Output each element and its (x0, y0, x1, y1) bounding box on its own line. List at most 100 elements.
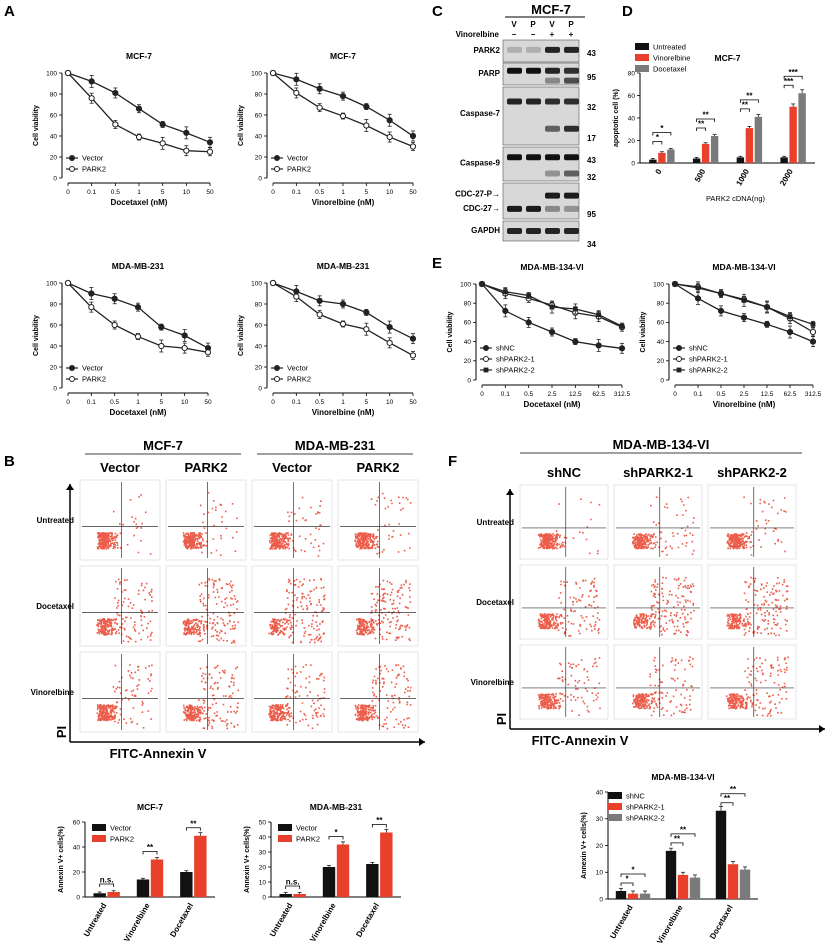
y-tick-label: 40 (596, 789, 604, 796)
events (537, 577, 601, 637)
x-tick-label: 62.5 (592, 391, 605, 398)
legend-marker (274, 376, 280, 382)
band (564, 46, 579, 53)
band (507, 205, 522, 212)
band (564, 154, 579, 161)
data-point (386, 339, 393, 346)
chart-title: MDA-MB-134-VI (651, 772, 714, 782)
panel-label-c: C (432, 3, 443, 20)
treatment-label: Vinorelbine (456, 30, 500, 39)
y-axis-label: Annexin V+ cells(%) (244, 826, 251, 893)
x-tick-label: 10 (181, 399, 189, 406)
treatment-sign: + (569, 30, 574, 39)
data-point (88, 95, 95, 102)
y-tick-label: 40 (259, 834, 267, 841)
events (354, 664, 412, 730)
plot-frame (165, 651, 247, 733)
y-tick-label: 100 (251, 280, 262, 287)
x-arrowhead (819, 725, 825, 733)
events (537, 498, 601, 555)
scatter-plot (165, 565, 247, 647)
x-arrowhead (419, 738, 425, 746)
lane-label: V (511, 20, 517, 29)
x-tick-label: 0.1 (501, 391, 510, 398)
data-point (134, 333, 142, 340)
group-header: MCF-7 (143, 438, 183, 453)
bar-Untreated-500 (692, 158, 701, 163)
plot-frame (519, 484, 609, 560)
mw-label: 32 (587, 103, 596, 112)
sig-mark: *** (784, 77, 794, 86)
legend-label: Untreated (653, 43, 686, 52)
x-tick-label: Vinorelbine (308, 901, 338, 944)
x-axis-label: PARK2 cDNA(ng) (706, 194, 766, 203)
x-axis-label: Vinorelbine (nM) (312, 408, 375, 417)
legend-label: PARK2 (82, 165, 106, 174)
legend-marker (69, 365, 75, 371)
x-tick-label: 50 (204, 399, 212, 406)
sig-mark: ** (742, 100, 749, 109)
mw-label: 34 (587, 240, 596, 249)
y-tick-label: 0 (258, 175, 262, 182)
legend-swatch (278, 824, 292, 831)
sig-mark: ** (703, 111, 710, 120)
scatter-plot (165, 651, 247, 733)
legend-label: Vector (110, 824, 132, 833)
x-axis-label: FITC-Annexin V (532, 733, 629, 748)
legend-marker (483, 356, 489, 362)
row-label: Docetaxel (36, 602, 74, 611)
data-point (502, 307, 509, 314)
y-tick-label: 80 (50, 91, 58, 98)
sig-mark: ** (730, 785, 737, 794)
y-tick-label: 20 (628, 138, 636, 145)
flow-cytometry-b: MCF-7 MDA-MB-231 Vector PARK2 Vector PARK2 Unt… (31, 438, 425, 761)
scatter-plot (337, 479, 419, 561)
data-point (596, 312, 602, 318)
data-point (694, 295, 702, 302)
bar-PARK2-Vinorelbine (150, 859, 164, 897)
band (545, 154, 560, 161)
sig-bracket (652, 141, 663, 145)
y-tick-label: 0 (258, 385, 262, 392)
band (507, 98, 522, 105)
data-point (595, 342, 602, 349)
bar-Docetaxel-500 (710, 136, 719, 163)
x-tick-label: 1 (137, 189, 141, 196)
x-tick-label: Docetaxel (168, 902, 195, 939)
data-point (158, 342, 165, 350)
data-point (88, 78, 95, 85)
chart-title: MDA-MB-231 (317, 261, 370, 271)
data-point (572, 306, 578, 312)
row-label: Untreated (37, 516, 74, 525)
blot-label: PARK2 (473, 46, 500, 55)
sig-mark: ** (680, 825, 687, 834)
column-header: shNC (547, 465, 582, 480)
mw-label: 17 (587, 134, 596, 143)
y-axis-label: PI (494, 713, 509, 725)
data-point (741, 297, 747, 303)
x-tick-label: 0.1 (292, 189, 301, 196)
group-header: MDA-MB-231 (295, 438, 375, 453)
x-tick-label: Untreated (82, 901, 109, 938)
y-tick-label: 80 (657, 301, 665, 308)
y-tick-label: 60 (255, 322, 263, 329)
viability-chart-4: MDA-MB-134-VI 0 20 40 60 80 100 0 0.1 0.5 2.5 12.5 6… (447, 262, 631, 409)
bar-shPARK2-2-Docetaxel (739, 869, 751, 899)
column-header: Vector (272, 460, 312, 475)
x-tick-label: 0.5 (315, 399, 324, 406)
data-point (339, 320, 347, 328)
x-tick-label: Untreated (608, 903, 635, 940)
legend-label: shPARK2-2 (689, 366, 728, 375)
plot-frame (707, 644, 797, 720)
blot-membrane-PARK2 (502, 39, 580, 63)
x-tick-label: Untreated (268, 901, 295, 938)
bar-Vinorelbine-500 (701, 143, 710, 163)
sig-bracket (285, 885, 301, 889)
bar-Vector-Docetaxel (180, 872, 193, 897)
viability-chart-5: MDA-MB-134-VI 0 20 40 60 80 100 0 0.1 0.5 2.5 12.5 6… (640, 262, 822, 409)
data-point (809, 338, 817, 345)
data-point (764, 304, 770, 310)
events (354, 492, 412, 555)
